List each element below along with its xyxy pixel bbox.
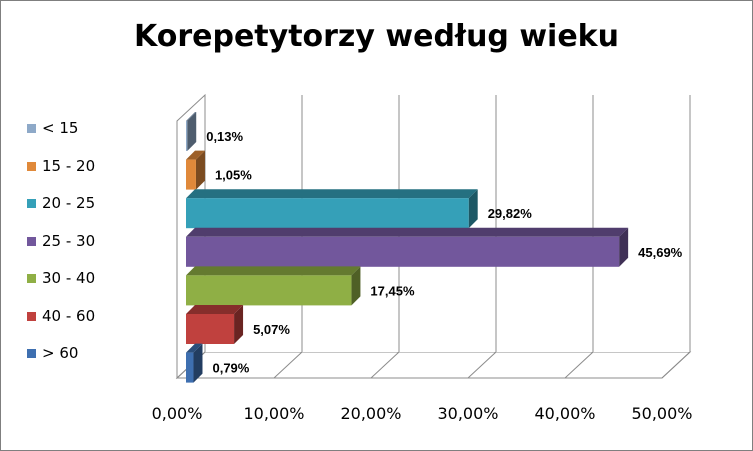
bar-side xyxy=(195,150,205,190)
bar-top xyxy=(186,150,205,160)
data-label: 17,45% xyxy=(370,283,415,298)
bar xyxy=(186,236,620,267)
x-tick-label: 10,00% xyxy=(243,404,304,423)
legend-label: < 15 xyxy=(42,119,79,137)
bar-top xyxy=(186,343,203,353)
legend-label: 40 - 60 xyxy=(42,306,96,325)
bar xyxy=(186,121,188,151)
legend-label: 15 - 20 xyxy=(42,156,96,175)
bar xyxy=(186,159,196,190)
x-tick-label: 30,00% xyxy=(437,404,498,423)
data-label: 1,05% xyxy=(215,168,252,183)
data-label: 0,13% xyxy=(206,129,243,144)
bar-side xyxy=(619,227,629,267)
gridline xyxy=(370,95,400,379)
legend-label: 30 - 40 xyxy=(42,269,96,287)
bar-side xyxy=(351,266,361,306)
legend-item: < 15 xyxy=(27,119,147,139)
x-tick-label: 20,00% xyxy=(340,404,401,423)
data-label: 45,69% xyxy=(638,245,683,260)
legend-swatch xyxy=(27,349,36,358)
legend-item: 25 - 30 xyxy=(27,232,147,252)
legend-item: 30 - 40 xyxy=(27,269,147,289)
legend-label: 20 - 25 xyxy=(42,194,96,212)
bar-top xyxy=(186,112,197,121)
gridline xyxy=(467,95,497,379)
bar-top xyxy=(186,227,629,237)
legend-swatch xyxy=(27,124,36,133)
legend-label: > 60 xyxy=(42,344,79,362)
legend-swatch xyxy=(27,311,36,321)
x-tick-label: 50,00% xyxy=(631,404,692,423)
legend-swatch xyxy=(27,199,36,208)
gridline xyxy=(661,95,691,379)
legend-swatch xyxy=(27,161,36,171)
data-label: 0,79% xyxy=(212,361,249,376)
legend-item: 15 - 20 xyxy=(27,157,147,177)
legend-item: 20 - 25 xyxy=(27,194,147,214)
legend-item: 40 - 60 xyxy=(27,307,147,327)
bar xyxy=(186,352,194,383)
gridline xyxy=(564,95,594,379)
legend-item: > 60 xyxy=(27,344,147,364)
bar xyxy=(186,275,352,306)
bar-side xyxy=(468,189,478,229)
chart-title: Korepetytorzy według wieku xyxy=(134,19,619,54)
bar xyxy=(186,314,235,344)
data-label: 5,07% xyxy=(253,322,290,337)
bar-top xyxy=(186,305,244,314)
bar-side xyxy=(234,305,244,344)
data-label: 29,82% xyxy=(488,206,533,221)
x-tick-label: 40,00% xyxy=(534,404,595,423)
bar-side xyxy=(193,343,203,383)
x-tick-label: 0,00% xyxy=(152,404,203,423)
bar xyxy=(186,198,469,229)
gridline xyxy=(273,95,303,379)
bar-top xyxy=(186,189,478,199)
floor xyxy=(175,351,692,379)
legend-swatch xyxy=(27,236,36,246)
bar-top xyxy=(186,266,361,276)
bar-side xyxy=(187,112,197,151)
legend-label: 25 - 30 xyxy=(42,231,96,250)
legend-swatch xyxy=(27,274,36,283)
